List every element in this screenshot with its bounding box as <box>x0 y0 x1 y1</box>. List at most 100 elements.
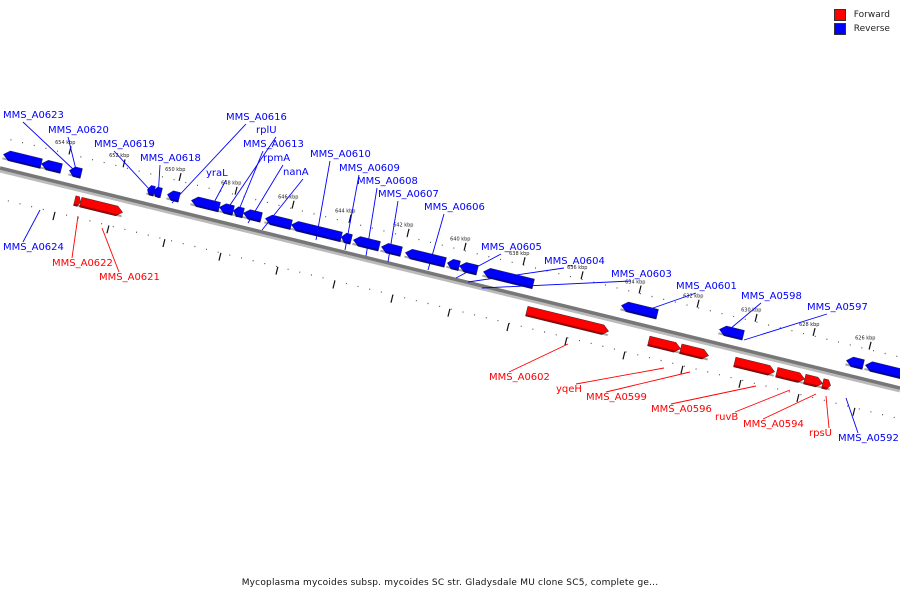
gene-arrow-nana <box>243 209 263 223</box>
tick-label: 636 kbp <box>567 265 587 271</box>
tick-mark-lower <box>796 394 800 403</box>
gene-arrow-mms_a0608 <box>341 232 353 245</box>
gene-arrow-mms_a0594 <box>803 374 823 388</box>
tick-mark <box>463 242 467 251</box>
tick-label: 632 kbp <box>683 294 703 300</box>
gene-label-mms_a0605: MMS_A0605 <box>481 242 542 253</box>
tick-label: 648 kbp <box>221 181 241 187</box>
tick-label: 640 kbp <box>450 237 470 243</box>
gene-arrow-ruvb <box>775 367 805 383</box>
gene-arrow-mms_a0605 <box>405 249 447 268</box>
gene-shade-mms_a0613 <box>190 203 219 213</box>
gene-shade-mms_a0599 <box>679 351 708 361</box>
gene-arrow-yqeh <box>647 335 681 353</box>
gene-shade-rpma <box>218 210 233 216</box>
gene-arrow-yral <box>233 206 245 219</box>
tick-mark <box>638 285 642 294</box>
guide-dots-1 <box>0 198 900 420</box>
backbone <box>0 166 900 390</box>
gene-arrow-mms_a0601 <box>483 268 535 290</box>
gene-arrow-mms_a0620 <box>41 160 63 174</box>
tick-mark-lower <box>680 365 684 374</box>
guide-dots-0 <box>0 136 900 358</box>
gene-label-mms_a0607: MMS_A0607 <box>378 189 439 200</box>
forward-swatch <box>833 9 846 21</box>
tick-mark-lower <box>852 407 856 416</box>
gene-label-mms_a0609: MMS_A0609 <box>339 163 400 174</box>
tick-mark-lower <box>275 266 279 275</box>
gene-leader-mms_a0622 <box>71 215 79 259</box>
gene-shade-mms_a0602 <box>525 314 608 337</box>
gene-leader-mms_a0599 <box>605 371 691 393</box>
gene-shade-mms_a0603 <box>458 268 477 276</box>
legend-forward: Forward <box>833 8 890 22</box>
map-caption: Mycoplasma mycoides subsp. mycoides SC s… <box>241 578 659 588</box>
gene-shade-yral <box>232 213 243 218</box>
gene-leader-mms_a0616 <box>171 123 247 204</box>
gene-label-mms_a0610: MMS_A0610 <box>310 149 371 160</box>
gene-shade-mms_a0609 <box>290 227 341 242</box>
gene-label-mms_a0613: MMS_A0613 <box>243 139 304 150</box>
gene-label-mms_a0606: MMS_A0606 <box>424 202 485 213</box>
tick-mark-lower <box>218 252 222 261</box>
tick-mark-lower <box>447 308 451 317</box>
gene-label-mms_a0618: MMS_A0618 <box>140 153 201 164</box>
gene-label-mms_a0604: MMS_A0604 <box>544 256 605 267</box>
gene-leader-mms_a0592 <box>845 397 859 434</box>
tick-mark-lower <box>106 225 110 234</box>
tick-mark-lower <box>52 212 56 221</box>
gene-shade-rpsu <box>821 386 830 391</box>
gene-leader-rplu <box>225 136 277 212</box>
tick-label: 628 kbp <box>799 322 819 328</box>
gene-shade-mms_a0605 <box>404 255 445 268</box>
gene-arrow-mms_a0599 <box>679 343 709 360</box>
tick-mark-lower <box>738 379 742 388</box>
gene-leader-mms_a0594 <box>762 393 817 420</box>
tick-mark <box>812 327 816 337</box>
gene-label-mms_a0596: MMS_A0596 <box>651 404 712 415</box>
gene-label-mms_a0602: MMS_A0602 <box>489 372 550 383</box>
gene-leader-mms_a0621 <box>101 227 120 273</box>
gene-shade-mms_a0623 <box>2 157 41 169</box>
gene-arrow-mms_a0616 <box>153 186 163 199</box>
gene-arrow-mms_a0602 <box>525 306 609 335</box>
tick-mark <box>234 186 238 195</box>
gene-label-mms_a0592: MMS_A0592 <box>838 433 899 444</box>
tick-mark <box>868 341 872 350</box>
tick-mark <box>348 214 352 223</box>
gene-leader-mms_a0602 <box>508 343 569 373</box>
gene-label-ruvb: ruvB <box>715 412 738 423</box>
gene-shade-mms_a0594 <box>803 382 822 389</box>
gene-shade-ruvb <box>775 375 804 384</box>
gene-shade-mms_a0620 <box>40 166 61 174</box>
tick-mark <box>291 200 295 209</box>
gene-arrow-rplu <box>167 190 181 203</box>
gene-shade-mms_a0604 <box>446 265 459 271</box>
gene-label-mms_a0622: MMS_A0622 <box>52 258 113 269</box>
gene-arrow-mms_a0618 <box>147 185 156 197</box>
gene-label-nana: nanA <box>283 167 309 178</box>
forward-label: Forward <box>853 10 890 20</box>
tick-mark <box>580 271 584 280</box>
gene-shade-mms_a0608 <box>340 239 351 245</box>
gene-leader-yqeh <box>575 367 665 385</box>
gene-arrow-mms_a0606 <box>381 243 403 257</box>
gene-arrow-mms_a0621 <box>79 197 123 217</box>
gene-shade-mms_a0616 <box>152 193 161 198</box>
gene-leader-ruvb <box>734 389 791 413</box>
tick-label: 654 kbp <box>55 140 75 146</box>
tick-label: 650 kbp <box>165 167 185 173</box>
gene-leader-mms_a0596 <box>670 385 757 405</box>
reverse-label: Reverse <box>853 24 890 34</box>
gene-arrow-mms_a0623 <box>3 150 43 169</box>
gene-arrow-mms_a0619 <box>69 166 83 179</box>
gene-leader-mms_a0624 <box>22 209 41 243</box>
gene-shade-mms_a0597 <box>718 332 743 341</box>
gene-label-rpma: rpmA <box>263 153 290 164</box>
gene-leader-yral <box>209 179 227 211</box>
gene-label-mms_a0623: MMS_A0623 <box>3 110 64 121</box>
gene-arrow-mms_a0604 <box>447 259 461 271</box>
gene-leader-mms_a0603 <box>481 280 632 289</box>
tick-mark <box>522 257 526 266</box>
